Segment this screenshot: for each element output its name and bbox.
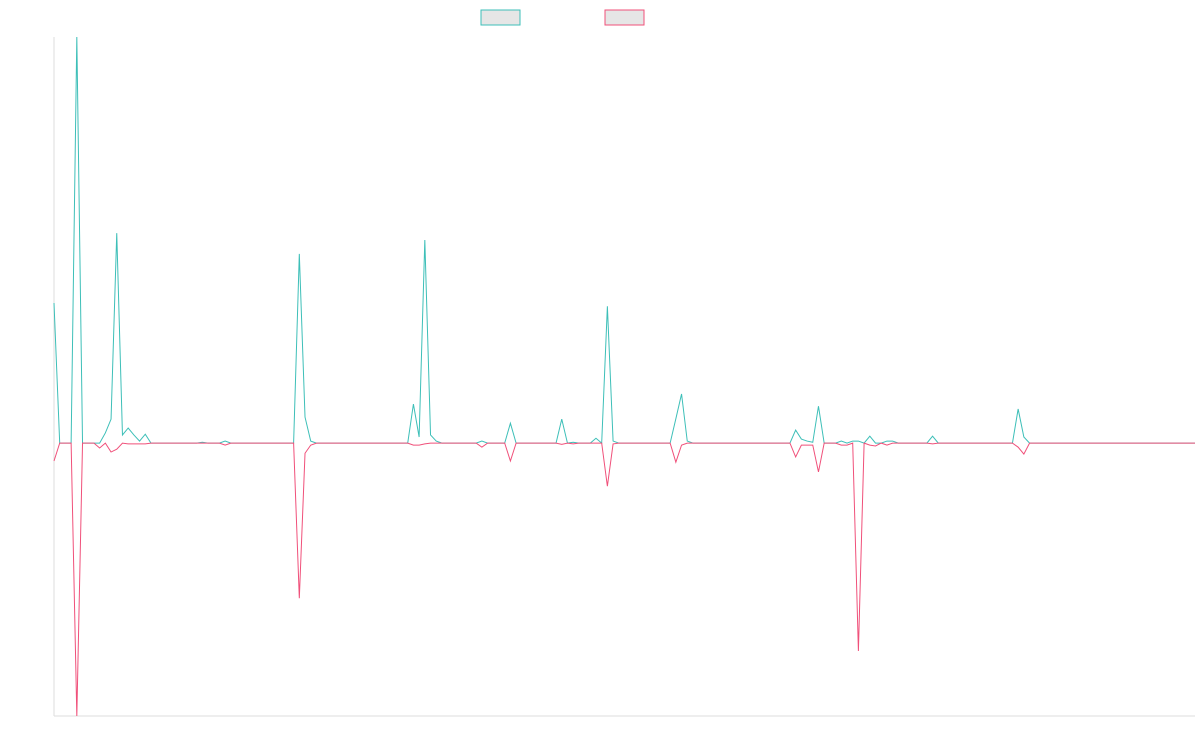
- series-line: [53, 442, 1195, 717]
- series-line: [53, 36, 1195, 445]
- legend-swatch: [604, 9, 645, 26]
- legend-swatch: [480, 9, 521, 26]
